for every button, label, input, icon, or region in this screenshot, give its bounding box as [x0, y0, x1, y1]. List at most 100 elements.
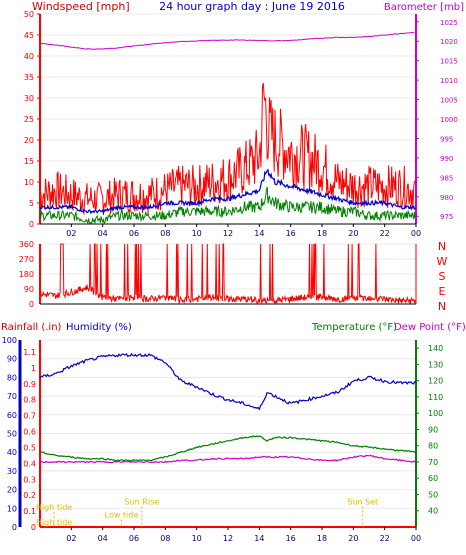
humidity-tick-label: 70 [7, 392, 17, 401]
barometer-tick-label: 985 [440, 174, 453, 182]
time-tick-label: 18 [317, 229, 327, 238]
windspeed-tick-label: 50 [24, 10, 34, 19]
windspeed-tick-label: 45 [24, 31, 34, 40]
rainfall-tick-label: 0.6 [23, 428, 36, 437]
compass-label: S [439, 270, 446, 283]
humidity-tick-label: 0 [12, 523, 17, 532]
humidity-tick-label: 30 [7, 467, 17, 476]
temperature-axis-label: Temperature (°F) [311, 322, 397, 333]
time-tick-label: 14 [254, 534, 264, 543]
rainfall-tick-label: 0.9 [23, 380, 36, 389]
barometer-tick-label: 1020 [440, 38, 458, 46]
time-tick-label: 16 [286, 229, 296, 238]
time-tick-label: 14 [254, 229, 264, 238]
windspeed-tick-label: 40 [24, 52, 34, 61]
time-tick-label: 18 [317, 534, 327, 543]
barometer-series-line [39, 31, 415, 50]
humidity-axis-label: Humidity (%) [66, 322, 132, 333]
temperature-tick-label: 40 [428, 507, 438, 516]
time-tick-label: 20 [348, 534, 358, 543]
event-label: Low tide [105, 511, 139, 520]
temperature-tick-label: 130 [428, 360, 443, 369]
rainfall-tick-label: 0.2 [23, 491, 36, 500]
event-label: High tide [36, 503, 72, 512]
direction-tick-label: 270 [19, 255, 34, 264]
windspeed-tick-label: 30 [24, 94, 34, 103]
temperature-tick-label: 70 [428, 458, 438, 467]
rainfall-tick-label: 0.7 [23, 412, 36, 421]
rainfall-tick-label: 1.1 [23, 348, 36, 357]
direction-tick-label: 90 [24, 285, 34, 294]
direction-series-line [39, 243, 417, 306]
direction-tick-label: 180 [19, 270, 34, 279]
dewpoint-axis-label: Dew Point (°F) [394, 322, 466, 333]
barometer-tick-label: 1025 [440, 19, 458, 27]
temperature-tick-label: 120 [428, 377, 443, 386]
rainfall-axis-label: Rainfall (.in) [1, 322, 62, 333]
barometer-tick-label: 1000 [440, 116, 458, 124]
time-tick-label: 22 [380, 229, 390, 238]
humidity-tick-label: 100 [2, 336, 17, 345]
time-tick-label: 00 [411, 534, 421, 543]
gust-series-line [39, 82, 416, 216]
chart-title: 24 hour graph day : June 19 2016 [159, 0, 345, 13]
barometer-tick-label: 1010 [440, 77, 458, 85]
humidity-tick-label: 50 [7, 430, 17, 439]
barometer-tick-label: 975 [440, 213, 453, 221]
temperature-tick-label: 50 [428, 490, 438, 499]
time-tick-label: 08 [160, 534, 170, 543]
rainfall-tick-label: 0.4 [23, 459, 36, 468]
time-tick-label: 12 [223, 534, 233, 543]
time-tick-label: 06 [129, 229, 139, 238]
windspeed-tick-label: 10 [24, 178, 34, 187]
time-tick-label: 04 [98, 534, 108, 543]
windspeed-tick-label: 15 [24, 157, 34, 166]
time-tick-label: 22 [380, 534, 390, 543]
time-tick-label: 06 [129, 534, 139, 543]
temperature-tick-label: 60 [428, 474, 438, 483]
time-tick-label: 08 [160, 229, 170, 238]
barometer-tick-label: 990 [440, 155, 453, 163]
windspeed-tick-label: 5 [29, 199, 34, 208]
barometer-tick-label: 1015 [440, 58, 458, 66]
time-tick-label: 12 [223, 229, 233, 238]
humidity-tick-label: 10 [7, 504, 17, 513]
event-label: Sun Set [347, 498, 378, 507]
rainfall-tick-label: 0.1 [23, 507, 36, 516]
time-tick-label: 02 [66, 229, 76, 238]
windspeed-tick-label: 35 [24, 73, 34, 82]
temperature-tick-label: 110 [428, 393, 443, 402]
temperature-tick-label: 140 [428, 344, 443, 353]
time-tick-label: 10 [192, 534, 202, 543]
rainfall-tick-label: 1 [31, 364, 36, 373]
average-wind-series-line [39, 168, 416, 215]
dew-point-series-line [39, 454, 417, 464]
low-wind-series-line [39, 186, 416, 225]
compass-label: W [437, 255, 448, 268]
windspeed-tick-label: 0 [29, 220, 34, 229]
direction-tick-label: 360 [19, 240, 34, 249]
rainfall-tick-label: 0.8 [23, 396, 36, 405]
rainfall-tick-label: 0 [31, 523, 36, 532]
time-tick-label: 00 [411, 229, 421, 238]
humidity-tick-label: 60 [7, 411, 17, 420]
direction-tick-label: 0 [29, 300, 34, 309]
barometer-tick-label: 995 [440, 135, 453, 143]
barometer-axis-label: Barometer [mb] [384, 2, 464, 13]
humidity-tick-label: 20 [7, 486, 17, 495]
windspeed-axis-label: Windspeed [mph] [32, 0, 130, 13]
temperature-tick-label: 100 [428, 409, 443, 418]
temperature-series-line [39, 435, 417, 462]
event-label: Sun Rise [125, 498, 160, 507]
time-tick-label: 02 [66, 534, 76, 543]
barometer-tick-label: 980 [440, 194, 453, 202]
time-tick-label: 04 [98, 229, 108, 238]
compass-label: N [438, 240, 446, 253]
humidity-tick-label: 90 [7, 355, 17, 364]
humidity-tick-label: 40 [7, 448, 17, 457]
rainfall-tick-label: 0.5 [23, 443, 36, 452]
time-tick-label: 20 [348, 229, 358, 238]
